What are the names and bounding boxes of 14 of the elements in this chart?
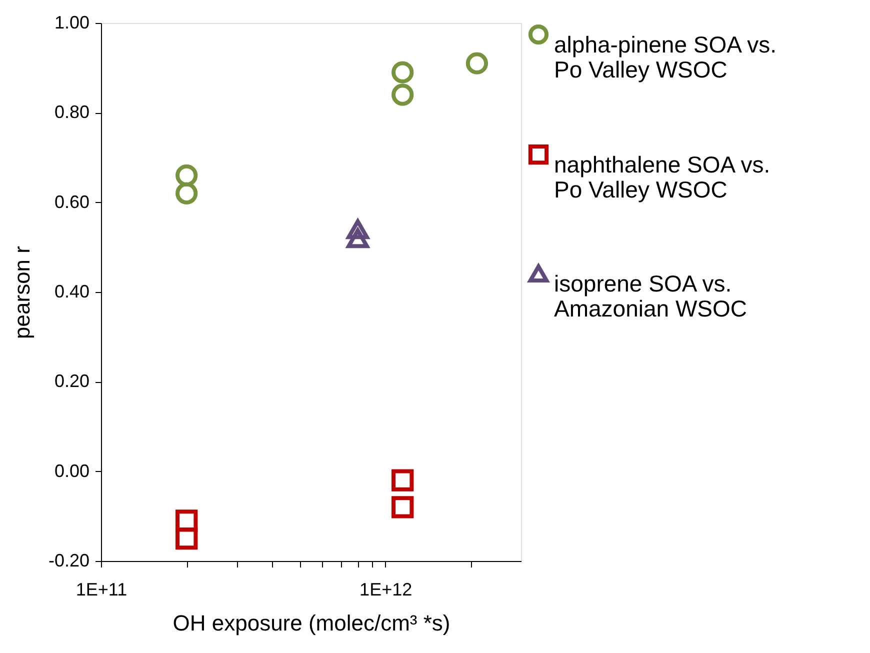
legend-label: naphthalene SOA vs. Po Valley WSOC xyxy=(554,152,770,202)
y-tick-label: 0.20 xyxy=(54,371,90,392)
legend-label: alpha-pinene SOA vs. Po Valley WSOC xyxy=(554,32,776,82)
y-tick-label: 0.60 xyxy=(54,192,90,212)
x-axis-title: OH exposure (molec/cm³ *s) xyxy=(172,610,450,636)
y-tick-label: 0.00 xyxy=(54,460,90,481)
x-tick-label: 1E+11 xyxy=(76,580,128,600)
y-tick-label: 0.40 xyxy=(54,282,90,302)
legend-label: isoprene SOA vs. Amazonian WSOC xyxy=(554,270,748,322)
x-tick-label: 1E+12 xyxy=(360,580,412,600)
y-tick-label: 1.00 xyxy=(54,12,90,32)
y-axis-title: pearson r xyxy=(9,246,34,339)
y-tick-label: -0.20 xyxy=(48,550,90,570)
y-tick-label: 0.80 xyxy=(54,102,90,122)
